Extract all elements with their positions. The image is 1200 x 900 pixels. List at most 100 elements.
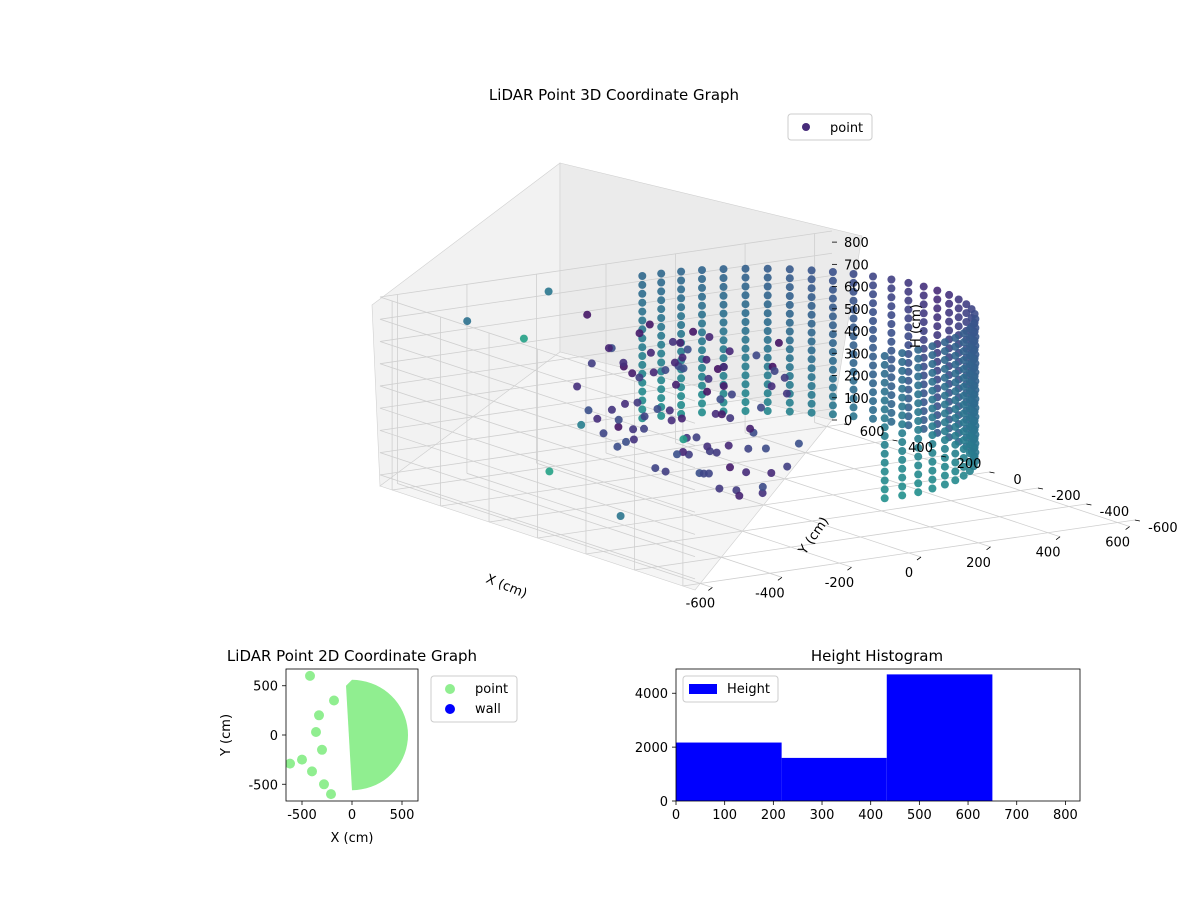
point-3d — [744, 445, 752, 453]
point-3d — [650, 368, 658, 376]
point-3d — [941, 463, 949, 471]
point-3d — [887, 329, 895, 337]
point-3d — [970, 338, 978, 346]
point-3d — [647, 349, 655, 357]
point-3d — [764, 274, 772, 282]
point-3d — [914, 373, 922, 381]
point-3d — [881, 361, 889, 369]
z-tick-label-3d: 200 — [844, 370, 869, 385]
point-3d — [657, 376, 665, 384]
lidar-3d-chart: LiDAR Point 3D Coordinate Graph -600 -400… — [372, 86, 1178, 611]
point-3d — [928, 378, 936, 386]
point-3d — [808, 364, 816, 372]
point-3d — [698, 408, 706, 416]
chart2d-title: LiDAR Point 2D Coordinate Graph — [227, 647, 477, 665]
point-3d — [829, 277, 837, 285]
point-3d — [617, 512, 625, 520]
point-2d — [285, 759, 295, 769]
point-3d — [881, 397, 889, 405]
point-3d — [829, 295, 837, 303]
point-3d — [716, 395, 724, 403]
point-3d — [933, 304, 941, 312]
point-3d — [634, 399, 642, 407]
point-3d — [720, 265, 728, 273]
point-3d — [680, 364, 688, 372]
point-3d — [829, 357, 837, 365]
point-3d — [638, 388, 646, 396]
y-tick-label-3d: 400 — [908, 441, 933, 456]
point-3d — [881, 450, 889, 458]
point-3d — [941, 418, 949, 426]
point-3d — [635, 374, 643, 382]
point-3d — [764, 265, 772, 273]
legend-marker-point-2d — [445, 684, 455, 694]
legend-label-point-2d: point — [475, 682, 508, 697]
point-3d — [545, 467, 553, 475]
point-3d — [638, 343, 646, 351]
point-3d — [914, 488, 922, 496]
point-3d — [829, 339, 837, 347]
point-2d — [314, 710, 324, 720]
point-3d — [742, 371, 750, 379]
legend-3d: point — [788, 114, 872, 140]
y-tick-label-3d: 0 — [1013, 473, 1021, 488]
point-3d — [881, 494, 889, 502]
point-3d — [970, 356, 978, 364]
x-tick-label-hist: 200 — [761, 808, 786, 823]
point-3d — [728, 391, 736, 399]
point-3d — [881, 485, 889, 493]
point-3d — [951, 378, 959, 386]
point-3d — [970, 409, 978, 417]
point-3d — [638, 352, 646, 360]
point-3d — [677, 277, 685, 285]
point-3d — [764, 371, 772, 379]
point-3d — [640, 425, 648, 433]
point-3d — [945, 309, 953, 317]
y-tick-3d — [893, 440, 898, 441]
y-tick-label-2d: 0 — [270, 729, 278, 744]
point-3d — [941, 347, 949, 355]
point-3d — [775, 339, 783, 347]
point-3d — [705, 375, 713, 383]
y-tick-label-hist: 0 — [660, 795, 668, 810]
point-3d — [786, 345, 794, 353]
point-3d — [914, 399, 922, 407]
point-3d — [898, 420, 906, 428]
point-3d — [762, 445, 770, 453]
point-3d — [808, 320, 816, 328]
point-3d — [786, 408, 794, 416]
point-3d — [881, 352, 889, 360]
point-3d — [698, 284, 706, 292]
point-3d — [764, 389, 772, 397]
point-3d — [742, 468, 750, 476]
point-3d — [881, 477, 889, 485]
point-3d — [970, 329, 978, 337]
point-3d — [638, 281, 646, 289]
point-3d — [920, 283, 928, 291]
point-3d — [786, 319, 794, 327]
point-3d — [698, 320, 706, 328]
point-3d — [808, 284, 816, 292]
x-tick-label-hist: 800 — [1053, 808, 1078, 823]
point-3d — [829, 384, 837, 392]
point-3d — [630, 436, 638, 444]
point-3d — [781, 374, 789, 382]
point-3d — [588, 359, 596, 367]
point-3d — [677, 392, 685, 400]
point-3d — [951, 432, 959, 440]
point-3d — [951, 405, 959, 413]
point-3d — [955, 313, 963, 321]
point-3d — [970, 373, 978, 381]
point-3d — [898, 385, 906, 393]
point-3d — [914, 426, 922, 434]
point-3d — [970, 391, 978, 399]
point-3d — [677, 330, 685, 338]
point-3d — [786, 310, 794, 318]
point-3d — [808, 373, 816, 381]
point-3d — [742, 336, 750, 344]
point-3d — [869, 397, 877, 405]
histogram-bar — [676, 743, 782, 801]
point-3d — [941, 427, 949, 435]
point-3d — [657, 350, 665, 358]
point-3d — [718, 410, 726, 418]
